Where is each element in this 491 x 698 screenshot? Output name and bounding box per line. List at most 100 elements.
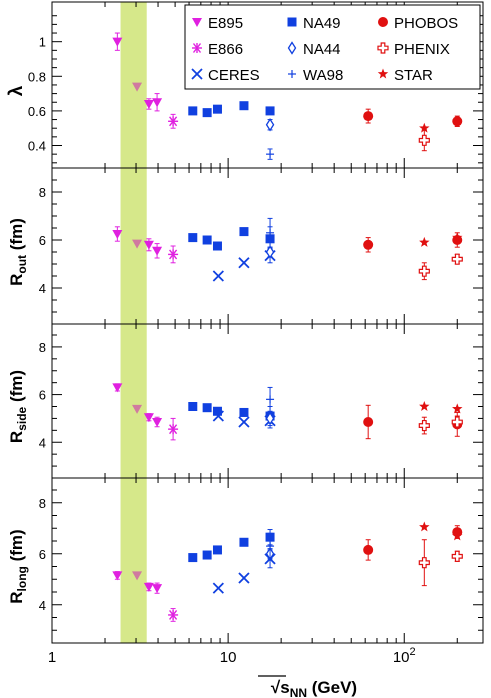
legend-label: PHENIX bbox=[394, 41, 450, 58]
y-tick-label: 8 bbox=[39, 496, 46, 511]
x-axis-title: √sNN (GeV) bbox=[271, 678, 357, 698]
y-tick-label: 4 bbox=[39, 281, 46, 296]
data-point bbox=[143, 582, 154, 592]
legend-label: E895 bbox=[208, 15, 243, 32]
series-star-lambda bbox=[419, 122, 430, 133]
series-phenix-rlong bbox=[418, 539, 463, 587]
x-tick-label: 102 bbox=[393, 646, 416, 666]
data-point bbox=[212, 241, 222, 251]
series-na49-lambda bbox=[188, 101, 275, 118]
y-tick-label: 6 bbox=[39, 547, 46, 562]
data-point bbox=[419, 122, 430, 133]
data-point bbox=[239, 101, 249, 111]
data-point bbox=[451, 253, 463, 265]
series-wa98-rlong bbox=[266, 532, 275, 560]
y-tick-label: 8 bbox=[39, 185, 46, 200]
axes-layer bbox=[51, 1, 484, 644]
data-point bbox=[266, 386, 275, 412]
series-na49-rlong bbox=[188, 529, 275, 563]
data-point bbox=[239, 537, 249, 547]
data-point bbox=[418, 129, 430, 152]
series-e895-rlong bbox=[112, 571, 163, 594]
y-tick-label: 8 bbox=[39, 340, 46, 355]
y-tick-label: 6 bbox=[39, 233, 46, 248]
data-point bbox=[452, 403, 463, 414]
data-point bbox=[265, 245, 275, 259]
series-e895-lambda bbox=[112, 32, 163, 112]
y-ticks-rlong bbox=[52, 489, 483, 631]
data-point bbox=[419, 236, 430, 247]
data-point bbox=[132, 571, 143, 581]
y-ticks-rside bbox=[52, 334, 483, 467]
data-point bbox=[265, 106, 275, 116]
data-point bbox=[363, 539, 374, 561]
data-point bbox=[202, 550, 212, 560]
legend-label: NA49 bbox=[303, 15, 341, 32]
data-point bbox=[132, 239, 143, 249]
y-axis-title-rside: Rside (fm) bbox=[7, 370, 29, 443]
data-point bbox=[132, 82, 143, 92]
data-point bbox=[202, 235, 212, 245]
series-na49-rout bbox=[188, 226, 275, 252]
data-point bbox=[202, 108, 212, 118]
legend-label: STAR bbox=[394, 67, 433, 84]
series-na49-rside bbox=[188, 402, 275, 427]
series-phobos-rout bbox=[363, 232, 463, 253]
data-point bbox=[152, 243, 163, 259]
x-tick-label: 1 bbox=[48, 649, 56, 666]
legend-label: WA98 bbox=[303, 67, 343, 84]
data-point bbox=[363, 404, 374, 440]
data-point bbox=[143, 238, 154, 252]
y-tick-label: 6 bbox=[39, 388, 46, 403]
data-point bbox=[452, 115, 463, 127]
y-tick-label: 0.4 bbox=[28, 139, 46, 154]
data-marks-layer bbox=[112, 32, 463, 622]
series-wa98-lambda bbox=[266, 148, 275, 160]
labels-layer: 0.4 0.6 0.8 1 λ 4 6 8 Rout (fm) 4 6 8 Rside (fm) 4 6 8 R… bbox=[6, 35, 416, 698]
data-point bbox=[143, 413, 154, 423]
y-tick-label: 4 bbox=[39, 435, 46, 450]
data-point bbox=[418, 416, 430, 435]
legend-box bbox=[184, 4, 481, 90]
data-point bbox=[112, 226, 123, 242]
x-tick-label: 10 bbox=[220, 649, 237, 666]
energy-band-layer bbox=[120, 2, 147, 643]
data-point bbox=[132, 404, 143, 414]
beam-energy-band bbox=[120, 2, 147, 643]
y-ticks-rout bbox=[52, 179, 483, 313]
data-point bbox=[363, 237, 374, 253]
series-na44-rside bbox=[265, 411, 275, 426]
legend-entry-na44: NA44 bbox=[287, 41, 341, 58]
data-point bbox=[452, 530, 463, 541]
legend-entry-star: STAR bbox=[377, 67, 433, 84]
data-point bbox=[152, 416, 163, 428]
data-point bbox=[188, 106, 198, 116]
legend-label: PHOBOS bbox=[394, 15, 458, 32]
series-e895-rout bbox=[112, 226, 163, 259]
data-point bbox=[143, 98, 154, 110]
data-point bbox=[265, 118, 275, 132]
legend-label: CERES bbox=[208, 67, 260, 84]
data-point bbox=[152, 582, 163, 594]
data-point bbox=[202, 403, 212, 413]
data-point bbox=[451, 550, 463, 562]
legend-entry-phenix: PHENIX bbox=[377, 41, 450, 58]
series-phenix-lambda bbox=[418, 129, 430, 152]
legend-entry-wa98: WA98 bbox=[288, 67, 343, 84]
data-point bbox=[168, 417, 179, 441]
legend-entry-e895: E895 bbox=[192, 15, 243, 32]
data-point bbox=[168, 245, 179, 264]
data-point bbox=[112, 571, 123, 581]
panel-frame-rlong bbox=[51, 477, 484, 644]
data-point bbox=[452, 232, 463, 243]
panel-frame-rside bbox=[51, 323, 484, 479]
series-na44-lambda bbox=[265, 118, 275, 132]
data-point bbox=[112, 383, 123, 393]
series-phenix-rside bbox=[418, 415, 463, 435]
legend-label: NA44 bbox=[303, 41, 341, 58]
data-point bbox=[418, 539, 430, 587]
series-star-rlong bbox=[419, 521, 463, 541]
series-ceres-rlong bbox=[212, 549, 276, 594]
data-point bbox=[238, 572, 250, 584]
